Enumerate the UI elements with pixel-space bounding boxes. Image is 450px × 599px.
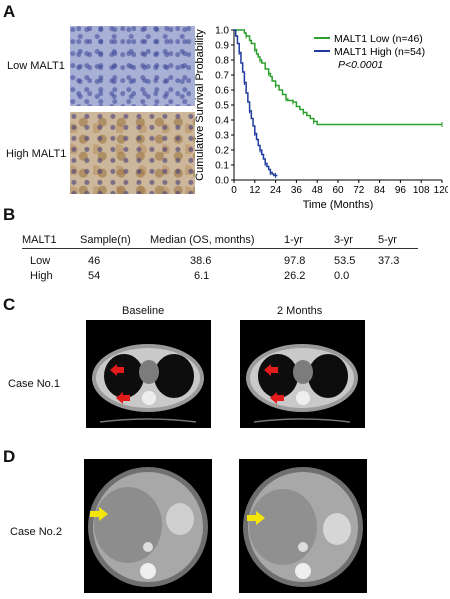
table-cell: 53.5 xyxy=(334,254,356,267)
y-tick-label: 0.5 xyxy=(215,101,229,112)
p-value-annotation: P<0.0001 xyxy=(338,59,383,71)
ct-scan-case1-2months xyxy=(240,320,365,428)
ct-scan-case2-2months xyxy=(239,459,367,593)
panel-d-letter: D xyxy=(3,447,16,466)
yellow-arrow-icon xyxy=(90,507,108,521)
x-tick-label: 12 xyxy=(249,185,261,196)
x-tick-label: 0 xyxy=(231,185,237,196)
table-header-cell: 1-yr xyxy=(284,233,303,246)
x-tick-label: 60 xyxy=(332,185,344,196)
panel-c-letter: C xyxy=(3,295,16,314)
y-tick-label: 0.7 xyxy=(215,71,229,82)
table-header-cell: 5-yr xyxy=(378,233,397,246)
table-cell: Low xyxy=(30,254,51,267)
survival-chart: 0 12 24 36 48 60 72 84 96 108 120 0.0 0.1 0.2 0.3 0.4 0.… xyxy=(194,26,448,211)
y-axis-label: Cumulative Survival Probability xyxy=(194,29,206,181)
survival-table: MALT1 Sample(n) Median (OS, months) 1-yr… xyxy=(22,232,418,283)
table-cell: 37.3 xyxy=(378,254,400,267)
histology-image-low xyxy=(70,26,195,106)
table-header-row: MALT1 Sample(n) Median (OS, months) 1-yr… xyxy=(22,232,418,247)
high-malt1-label: High MALT1 xyxy=(6,148,67,160)
table-row: Low 46 38.6 97.8 53.5 37.3 xyxy=(22,253,418,268)
ct-scan-case1-baseline xyxy=(86,320,211,428)
table-header-cell: Sample(n) xyxy=(80,233,131,246)
y-tick-label: 0.9 xyxy=(215,41,229,52)
two-months-label: 2 Months xyxy=(277,305,323,317)
y-tick-label: 0.1 xyxy=(215,161,229,172)
table-cell: 97.8 xyxy=(284,254,306,267)
table-header-cell: MALT1 xyxy=(22,233,57,246)
x-tick-label: 48 xyxy=(312,185,324,196)
red-arrow-icon xyxy=(116,392,130,404)
red-arrow-icon xyxy=(264,364,278,376)
x-axis-label: Time (Months) xyxy=(303,199,374,210)
yellow-arrow-icon xyxy=(247,511,265,525)
table-divider xyxy=(22,248,418,249)
table-cell: 54 xyxy=(88,269,101,282)
x-tick-label: 96 xyxy=(395,185,407,196)
table-header-cell: Median (OS, months) xyxy=(150,233,255,246)
x-tick-label: 108 xyxy=(413,185,430,196)
y-tick-label: 0.2 xyxy=(215,146,229,157)
red-arrow-icon xyxy=(110,364,124,376)
histology-image-high xyxy=(70,112,195,194)
panel-b-letter: B xyxy=(3,205,16,224)
table-header-cell: 3-yr xyxy=(334,233,353,246)
case-2-label: Case No.2 xyxy=(10,526,62,538)
series-line-1 xyxy=(234,29,278,177)
table-cell xyxy=(378,268,418,283)
table-cell: 0.0 xyxy=(334,269,350,282)
ct-scan-case2-baseline xyxy=(84,459,212,593)
y-tick-label: 0.4 xyxy=(215,116,229,127)
table-row: High 54 6.1 26.2 0.0 xyxy=(22,268,418,283)
legend-label: MALT1 Low (n=46) xyxy=(334,33,423,45)
table-cell: 46 xyxy=(88,254,101,267)
panel-a-letter: A xyxy=(3,2,16,21)
y-tick-label: 1.0 xyxy=(215,26,229,37)
y-tick-label: 0.3 xyxy=(215,131,229,142)
low-malt1-label: Low MALT1 xyxy=(7,60,65,72)
table-cell: 6.1 xyxy=(194,269,210,282)
x-tick-label: 120 xyxy=(434,185,448,196)
x-tick-label: 72 xyxy=(353,185,365,196)
red-arrow-icon xyxy=(270,392,284,404)
series-line-0 xyxy=(234,29,442,126)
table-cell: 38.6 xyxy=(190,254,212,267)
x-tick-label: 84 xyxy=(374,185,386,196)
y-tick-label: 0.0 xyxy=(215,176,229,187)
x-tick-label: 24 xyxy=(270,185,282,196)
case-1-label: Case No.1 xyxy=(8,378,60,390)
y-tick-label: 0.8 xyxy=(215,56,229,67)
x-tick-label: 36 xyxy=(291,185,303,196)
baseline-label: Baseline xyxy=(122,305,165,317)
legend-label: MALT1 High (n=54) xyxy=(334,46,425,58)
table-cell: High xyxy=(30,269,53,282)
y-tick-label: 0.6 xyxy=(215,86,229,97)
table-cell: 26.2 xyxy=(284,269,306,282)
